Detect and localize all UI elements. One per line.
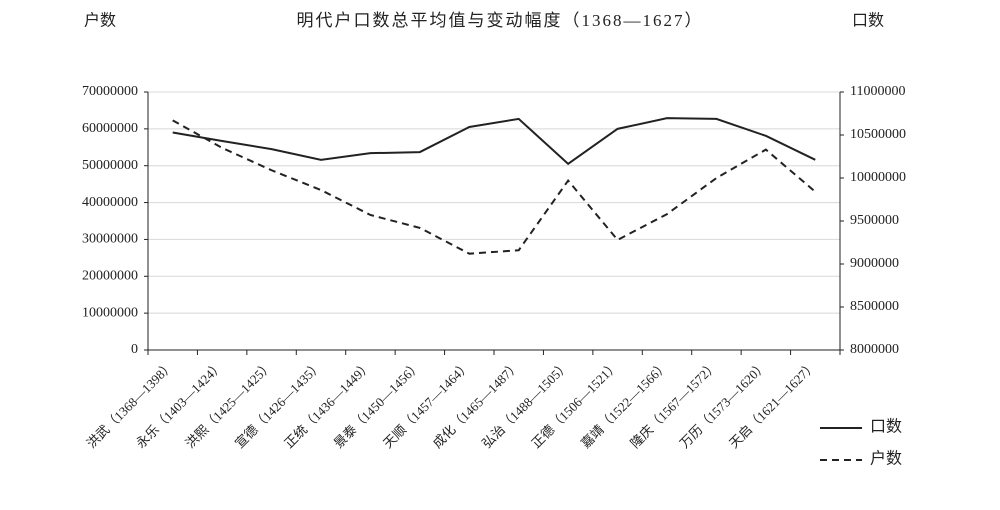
x-tick-label: 嘉靖（1522—1566） <box>578 358 671 451</box>
y2-tick-label: 8500000 <box>850 299 899 314</box>
x-tick-label: 宣德（1426—1435） <box>232 358 325 451</box>
series-line <box>172 117 816 166</box>
y2-axis-label: 口数 <box>852 12 884 30</box>
x-tick-label: 正德（1506—1521） <box>528 358 621 451</box>
y-tick-label: 10000000 <box>82 305 138 320</box>
y2-tick-label: 9500000 <box>850 213 899 228</box>
legend-label: 户数 <box>870 450 902 468</box>
x-tick-label: 弘治（1488—1505） <box>479 358 572 451</box>
y2-tick-label: 10500000 <box>850 127 906 142</box>
y2-tick-label: 8000000 <box>850 342 899 357</box>
y-axis-label: 户数 <box>84 12 116 30</box>
chart-title: 明代户口数总平均值与变动幅度（1368—1627） <box>297 11 704 30</box>
legend-label: 口数 <box>870 418 902 436</box>
y2-tick-label: 11000000 <box>850 84 905 99</box>
x-tick-label: 永乐（1403—1424） <box>133 358 226 451</box>
y-tick-label: 60000000 <box>82 121 138 136</box>
x-tick-label: 正统（1436—1449） <box>281 358 374 451</box>
x-tick-label: 天顺（1457—1464） <box>380 358 473 451</box>
series-line <box>172 119 816 255</box>
x-tick-label: 景泰（1450—1456） <box>331 358 424 451</box>
x-tick-label: 万历（1573—1620） <box>677 358 770 451</box>
y-tick-label: 30000000 <box>82 232 138 247</box>
y-tick-label: 50000000 <box>82 158 138 173</box>
x-tick-label: 成化（1465—1487） <box>430 358 523 451</box>
x-tick-label: 隆庆（1567—1572） <box>627 358 720 451</box>
x-tick-label: 洪武（1368—1398） <box>84 358 177 451</box>
y2-tick-label: 9000000 <box>850 256 899 271</box>
y-tick-label: 40000000 <box>82 195 138 210</box>
y-tick-label: 70000000 <box>82 84 138 99</box>
x-tick-label: 洪熙（1425—1425） <box>182 358 275 451</box>
y-tick-label: 0 <box>131 342 138 357</box>
y2-tick-label: 10000000 <box>850 170 906 185</box>
y-tick-label: 20000000 <box>82 269 138 284</box>
x-tick-label: 天启（1621—1627） <box>726 358 819 451</box>
